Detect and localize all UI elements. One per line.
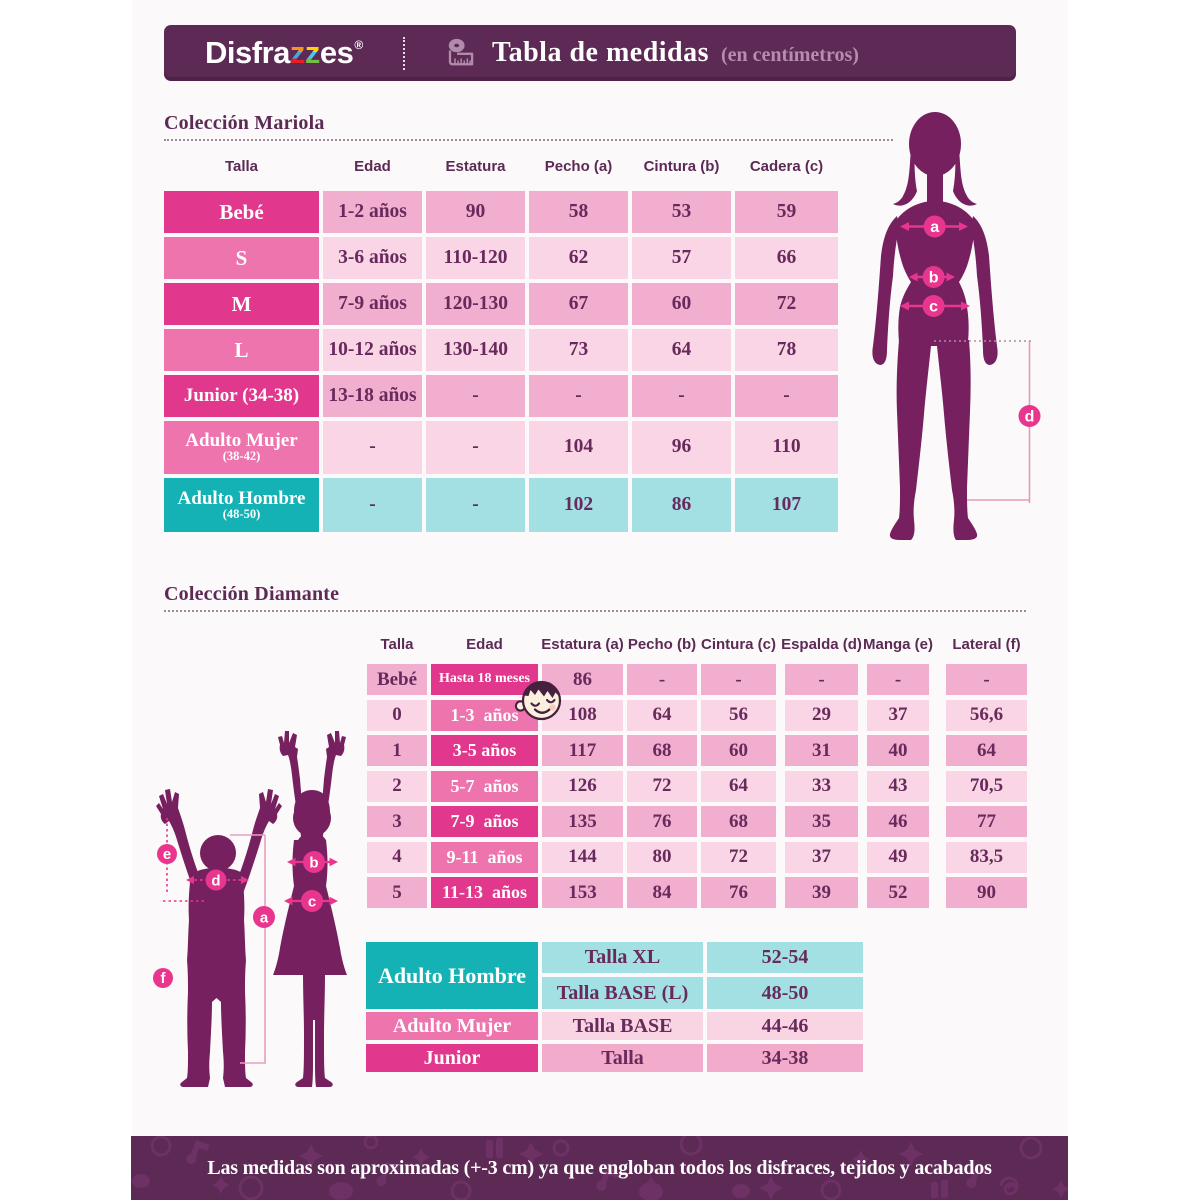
svg-text:e: e bbox=[163, 846, 171, 863]
svg-text:c: c bbox=[308, 894, 316, 911]
svg-text:a: a bbox=[930, 219, 939, 236]
svg-text:a: a bbox=[260, 910, 269, 927]
svg-text:f: f bbox=[161, 970, 167, 987]
svg-text:d: d bbox=[1025, 409, 1035, 426]
svg-text:d: d bbox=[211, 873, 220, 890]
svg-text:b: b bbox=[309, 855, 318, 872]
svg-text:c: c bbox=[929, 299, 938, 316]
svg-text:b: b bbox=[929, 270, 939, 287]
